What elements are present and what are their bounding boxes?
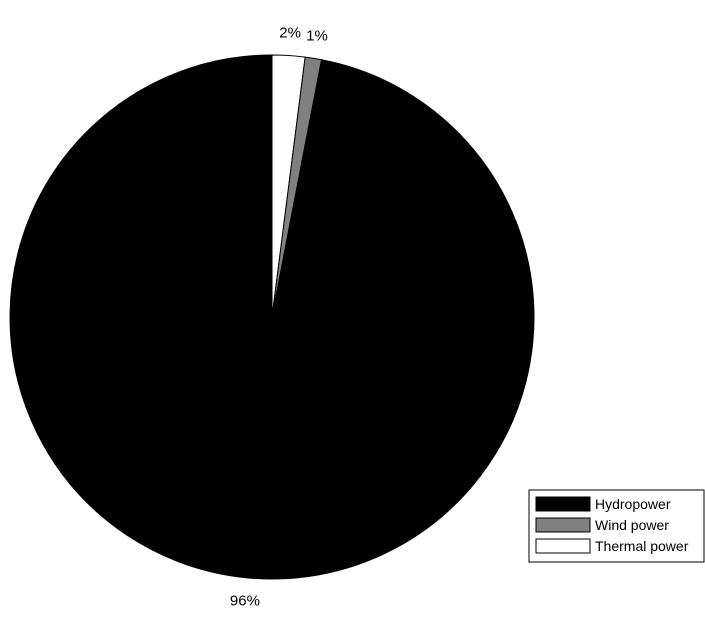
legend-swatch-thermal-power [535,538,591,554]
pie-slices [9,54,535,580]
legend-label-hydropower: Hydropower [595,496,671,512]
legend-swatch-wind-power [535,517,591,533]
data-label-hydropower: 96% [230,593,260,610]
legend-label-thermal-power: Thermal power [595,538,689,554]
data-label-wind-power: 1% [306,28,328,45]
data-label-thermal-power: 2% [279,25,301,42]
legend: Hydropower Wind power Thermal power [528,489,705,563]
legend-label-wind-power: Wind power [595,517,669,533]
legend-swatch-hydropower [535,496,591,512]
pie-data-labels: 2% 1% 96% [230,25,328,610]
pie-slice-hydropower [9,54,535,580]
